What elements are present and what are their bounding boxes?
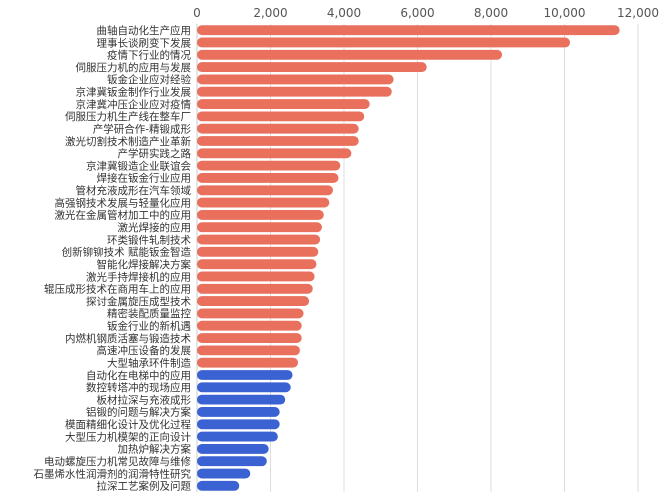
category-label: 大型压力机模架的正向设计	[65, 430, 191, 443]
bar-32	[197, 419, 280, 430]
bar-28	[197, 370, 293, 380]
bar-9	[197, 136, 359, 146]
bar-23	[197, 308, 304, 319]
bar-27	[197, 357, 299, 368]
bar-24	[197, 320, 302, 331]
bar-5	[197, 86, 392, 97]
x-tick-label: 2,000	[253, 6, 287, 20]
bar-31	[197, 407, 280, 417]
bar-7	[197, 111, 365, 122]
bar-18	[197, 246, 319, 257]
bar-4	[197, 74, 394, 85]
category-label: 板材拉深与充液成形	[97, 393, 192, 406]
x-tick-label: 10,000	[544, 6, 586, 20]
bar-0	[197, 25, 620, 36]
bar-14	[197, 197, 330, 208]
category-label: 精密装配质量监控	[107, 307, 191, 320]
category-label: 智能化焊接解决方案	[97, 258, 192, 271]
category-label: 辊压成形技术在商用车上的应用	[44, 283, 191, 296]
bar-11	[197, 160, 341, 171]
category-label: 激光焊接的应用	[118, 221, 192, 234]
category-label: 管材充液成形在汽车领域	[76, 184, 192, 197]
category-label: 焊接在钣金行业应用	[97, 172, 192, 185]
category-label: 疫情下行业的情况	[107, 49, 191, 62]
x-axis-ticks: 0 2,000 4,000 6,000 8,000 10,000 12,000	[193, 6, 659, 20]
category-label: 激光切割技术制造产业革新	[65, 135, 191, 148]
category-label: 内燃机钢质活塞与锻造技术	[65, 332, 191, 345]
x-tick-label: 12,000	[617, 6, 659, 20]
bar-21	[197, 283, 313, 294]
category-label: 产学研合作-精锻成形	[93, 122, 192, 135]
category-label: 高速冲压设备的发展	[97, 344, 192, 357]
bar-12	[197, 173, 339, 183]
category-label: 理事长谈刷变下发展	[97, 36, 192, 49]
bar-34	[197, 443, 269, 454]
bar-22	[197, 296, 310, 307]
category-label: 环类锻件轧制技术	[107, 233, 191, 246]
category-label: 加热炉解决方案	[118, 443, 192, 456]
category-label: 钣金企业应对经验	[107, 73, 191, 86]
x-tick-label: 8,000	[474, 6, 508, 20]
bar-30	[197, 394, 286, 405]
category-label: 钣金行业的新机遇	[107, 320, 191, 333]
bar-37	[197, 480, 240, 491]
bar-35	[197, 456, 267, 467]
category-label: 创新铆铆技术 赋能钣金智造	[62, 246, 192, 259]
bar-8	[197, 123, 359, 134]
bar-36	[197, 468, 251, 479]
x-tick-label: 4,000	[327, 6, 361, 20]
x-tick-label: 0	[193, 6, 201, 20]
bar-20	[197, 271, 315, 282]
bar-29	[197, 382, 291, 393]
category-label: 石墨烯水性润滑剂的润滑特性研究	[34, 467, 192, 480]
category-label: 数控转塔冲的现场应用	[86, 381, 191, 394]
bar-1	[197, 37, 571, 48]
category-label: 探讨金属旋压成型技术	[86, 295, 191, 308]
bar-2	[197, 49, 503, 60]
category-label: 伺服压力机生产线在整车厂	[65, 110, 191, 123]
bars	[197, 25, 620, 491]
category-label: 京津冀冲压企业应对疫情	[76, 98, 192, 111]
category-label: 伺服压力机的应用与发展	[76, 61, 192, 74]
category-label: 曲轴自动化生产应用	[97, 24, 192, 37]
bar-17	[197, 234, 321, 245]
category-label: 激光手持焊接机的应用	[86, 270, 191, 283]
category-label: 产学研实践之路	[118, 147, 192, 160]
bar-13	[197, 185, 333, 196]
category-label: 高强钢技术发展与轻量化应用	[55, 196, 192, 209]
category-label: 铝锻的问题与解决方案	[86, 406, 191, 419]
bar-6	[197, 99, 370, 109]
bar-10	[197, 148, 352, 159]
category-label: 大型轴承环件制造	[107, 356, 191, 369]
category-label: 激光在金属管材加工中的应用	[55, 209, 192, 222]
bar-3	[197, 62, 427, 73]
bar-33	[197, 431, 278, 442]
category-label: 模面精细化设计及优化过程	[65, 418, 191, 431]
category-labels: 曲轴自动化生产应用理事长谈刷变下发展疫情下行业的情况伺服压力机的应用与发展钣金企…	[34, 24, 192, 493]
bar-26	[197, 345, 300, 356]
category-label: 京津冀钣金制作行业发展	[76, 86, 192, 99]
bar-15	[197, 209, 324, 220]
category-label: 自动化在电梯中的应用	[86, 369, 191, 382]
category-label: 京津冀锻造企业联谊会	[86, 159, 191, 172]
category-label: 拉深工艺案例及问题	[97, 480, 192, 493]
bar-16	[197, 222, 322, 233]
category-label: 电动螺旋压力机常见故障与维修	[44, 455, 191, 468]
bar-19	[197, 259, 317, 270]
x-tick-label: 6,000	[400, 6, 434, 20]
bar-25	[197, 333, 302, 343]
